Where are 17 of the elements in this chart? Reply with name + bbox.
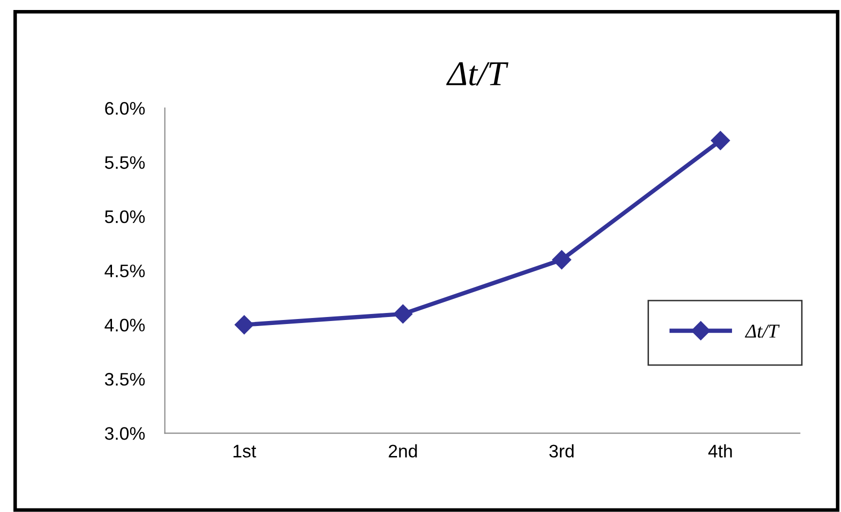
x-tick-label: 3rd xyxy=(549,444,574,458)
chart-title: Δt/T xyxy=(446,62,508,86)
y-tick-label: 4.0% xyxy=(104,318,145,332)
y-tick-label: 5.0% xyxy=(104,210,145,224)
y-tick-label: 5.5% xyxy=(104,156,145,169)
y-tick-label: 3.0% xyxy=(104,427,145,440)
point xyxy=(552,250,572,270)
y-tick-label: 4.5% xyxy=(104,264,145,278)
point xyxy=(710,131,730,150)
y-tick-label: 6.0% xyxy=(105,102,145,115)
x-tick-label: 1st xyxy=(234,444,256,458)
y-tick-label: 3.5% xyxy=(104,372,145,386)
x-tick-label: 4th xyxy=(708,444,732,458)
x-tick-label: 2nd xyxy=(388,444,417,458)
legend-label: Δt/T xyxy=(744,324,780,338)
point xyxy=(234,315,254,334)
point xyxy=(393,304,412,324)
